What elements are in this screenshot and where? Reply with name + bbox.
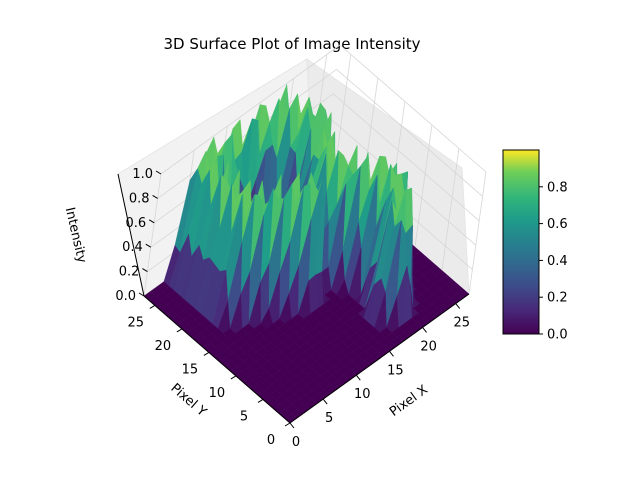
y-tick-mark <box>230 375 237 380</box>
y-tick-label: 0 <box>267 433 275 448</box>
z-tick-label: 0.0 <box>115 289 136 304</box>
y-axis-label: Pixel Y <box>167 381 209 420</box>
z-tick-label: 0.4 <box>122 240 143 255</box>
axis-ticks: 0 5 10 15 20 25 0 5 10 15 20 25 0.0 0.2 0.4 0.6 0.8 1.0 <box>115 167 470 450</box>
y-tick-mark <box>176 328 183 333</box>
x-tick-mark <box>455 303 461 309</box>
colorbar-tick-label: 0.2 <box>547 291 568 306</box>
axis-lines <box>117 173 470 424</box>
z-tick-mark <box>138 292 145 297</box>
x-tick-label: 20 <box>420 339 437 354</box>
grid-line-x-wall <box>143 173 162 297</box>
grid-line-y-wall <box>441 148 460 271</box>
x-axis-line <box>289 293 470 424</box>
grid-line-z-back <box>160 44 341 175</box>
y-tick-label: 10 <box>209 386 226 401</box>
colorbar-tick-label: 0.8 <box>547 180 568 195</box>
grid-line-y-wall <box>414 124 433 248</box>
z-axis-line <box>117 173 145 297</box>
x-tick-label: 25 <box>453 316 470 331</box>
x-axis-label: Pixel X <box>387 382 431 420</box>
x-tick-label: 10 <box>354 387 371 402</box>
y-tick-label: 25 <box>128 315 145 330</box>
colorbar-tick-label: 0.6 <box>547 217 568 232</box>
colorbar-ticks: 0.0 0.2 0.4 0.6 0.8 <box>539 180 568 343</box>
grid-line-z-side <box>336 69 483 197</box>
y-tick-mark <box>257 399 264 403</box>
z-tick-label: 0.2 <box>119 265 140 280</box>
z-tick-mark <box>152 194 158 199</box>
z-tick-label: 1.0 <box>132 167 153 182</box>
surface <box>143 84 470 424</box>
z-tick-label: 0.8 <box>129 191 150 206</box>
y-axis-line <box>143 295 291 424</box>
x-tick-mark <box>389 351 394 357</box>
z-axis-label: Intensity <box>62 206 89 265</box>
y-tick-mark <box>284 422 291 427</box>
colorbar-tick-label: 0.0 <box>547 328 568 343</box>
z-tick-mark <box>142 268 148 273</box>
z-tick-mark <box>155 170 162 175</box>
x-tick-mark <box>289 422 295 429</box>
x-tick-mark <box>355 374 361 381</box>
x-tick-mark <box>322 398 328 405</box>
x-tick-mark <box>422 327 427 333</box>
grid-line-y-wall <box>468 171 487 295</box>
y-tick-label: 20 <box>155 339 172 354</box>
y-tick-label: 5 <box>240 409 248 424</box>
z-tick-label: 0.6 <box>126 216 147 231</box>
z-tick-mark <box>148 219 155 224</box>
grid-line-z-side <box>339 44 487 173</box>
y-tick-mark <box>149 304 156 309</box>
x-tick-label: 0 <box>292 435 300 450</box>
x-tick-label: 5 <box>325 411 333 426</box>
y-tick-mark <box>203 352 210 356</box>
z-tick-mark <box>145 243 152 248</box>
colorbar-tick-label: 0.4 <box>547 254 568 269</box>
y-tick-label: 15 <box>182 362 199 377</box>
grid-line-z-side <box>332 93 480 222</box>
colorbar-gradient <box>502 149 540 335</box>
x-tick-label: 15 <box>387 363 404 378</box>
colorbar: 0.0 0.2 0.4 0.6 0.8 <box>502 149 568 343</box>
chart-title: 3D Surface Plot of Image Intensity <box>163 35 420 53</box>
